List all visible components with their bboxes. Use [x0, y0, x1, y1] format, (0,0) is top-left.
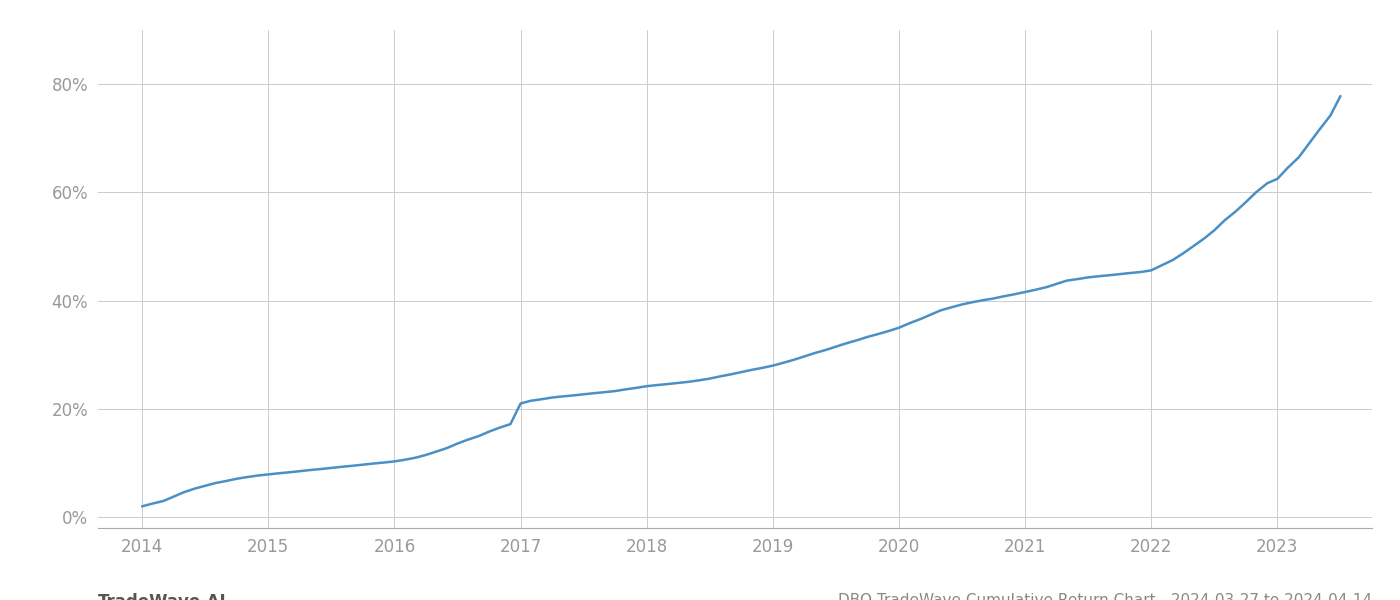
- Text: DBO TradeWave Cumulative Return Chart - 2024-03-27 to 2024-04-14: DBO TradeWave Cumulative Return Chart - …: [837, 593, 1372, 600]
- Text: TradeWave.AI: TradeWave.AI: [98, 593, 227, 600]
